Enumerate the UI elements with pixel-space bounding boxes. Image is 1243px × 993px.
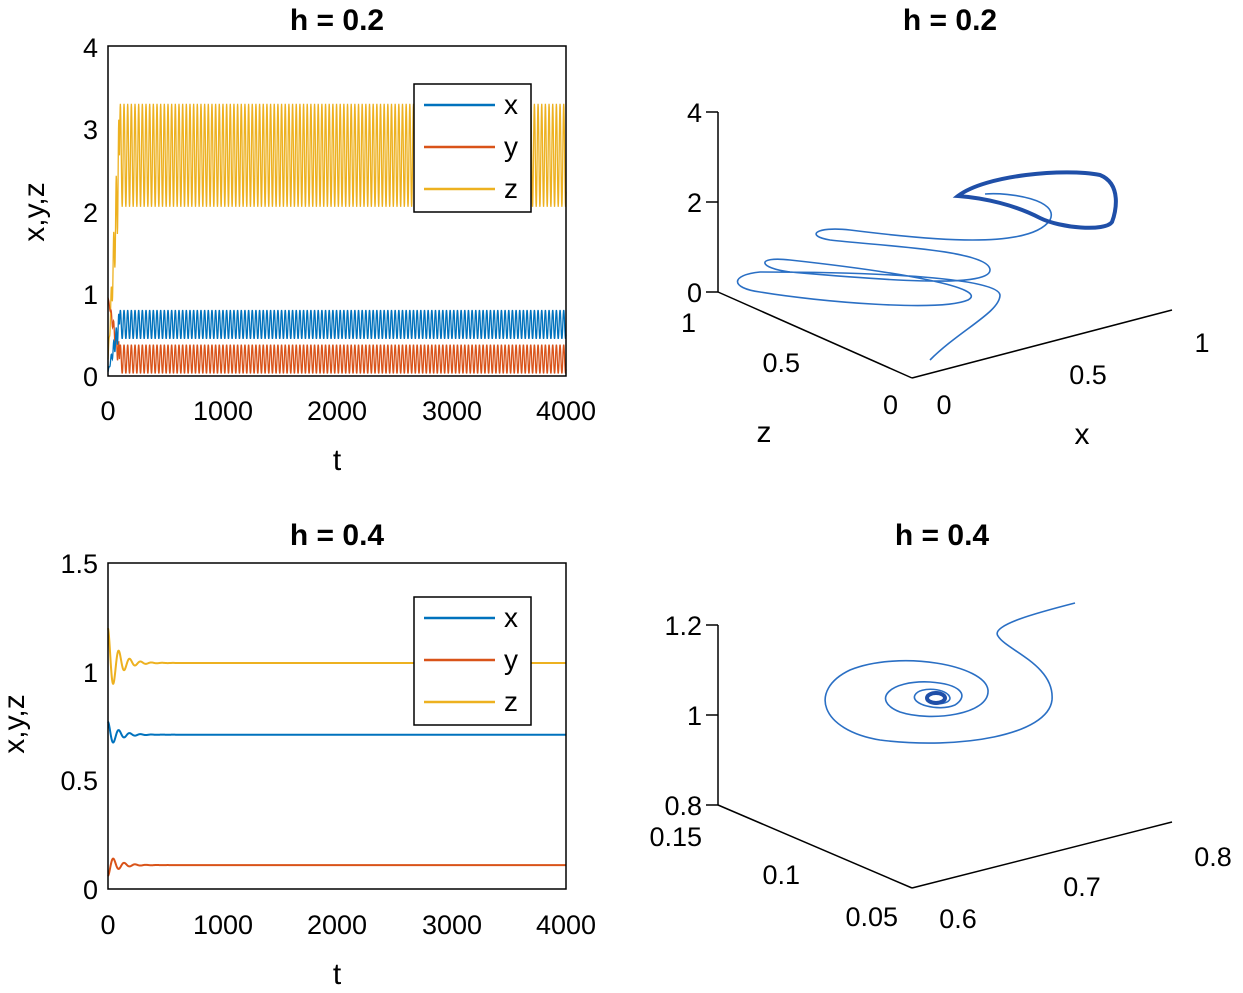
panel-3-ytick-0: 0 bbox=[83, 875, 98, 905]
panel-3-xtick-4: 4000 bbox=[536, 910, 596, 940]
panel-3-xtick-0: 0 bbox=[100, 910, 115, 940]
panel-3: h = 0.4 0 0.5 1 1.5 0 1000 2000 3000 400… bbox=[0, 519, 596, 991]
panel-3-xlabel: t bbox=[333, 958, 342, 991]
panel-4-ytick-1: 0.1 bbox=[762, 860, 800, 890]
panel-2-xaxis-label: x bbox=[1075, 418, 1090, 451]
panel-3-ylabel: x,y,z bbox=[0, 694, 31, 753]
panel-1-xlabel: t bbox=[333, 444, 342, 477]
panel-4-spiral-trajectory bbox=[824, 602, 1076, 744]
panel-4: h = 0.4 0.8 1 1.2 0.15 0.1 0.05 0.6 0.7 … bbox=[649, 519, 1231, 934]
panel-3-legend-label-x: x bbox=[504, 602, 518, 633]
panel-3-ytick-1: 0.5 bbox=[60, 766, 98, 796]
panel-2-zaxis-label: z bbox=[757, 416, 772, 449]
panel-1-xtick-0: 0 bbox=[100, 396, 115, 426]
panel-3-legend-label-z: z bbox=[504, 686, 518, 717]
panel-4-ytick-0: 0.05 bbox=[845, 902, 898, 932]
panel-3-axes-box bbox=[107, 562, 567, 890]
panel-4-x-axis bbox=[911, 821, 1173, 889]
panel-1: h = 0.2 0 1 2 3 4 0 1000 2000 3000 4000 … bbox=[18, 4, 596, 477]
panel-1-ytick-0: 0 bbox=[83, 362, 98, 392]
panel-2-ztick-2: 4 bbox=[687, 98, 702, 128]
panel-2-z-axis bbox=[717, 291, 913, 379]
panel-1-xtick-1: 1000 bbox=[193, 396, 253, 426]
panel-4-equilibrium-point bbox=[925, 691, 947, 705]
panel-1-ytick-4: 4 bbox=[83, 33, 98, 63]
panel-1-xtick-3: 3000 bbox=[422, 396, 482, 426]
panel-3-series-y bbox=[107, 857, 566, 877]
panel-1-legend-label-y: y bbox=[504, 131, 518, 162]
panel-2-limit-cycle bbox=[952, 170, 1118, 230]
panel-1-series-y bbox=[107, 297, 567, 374]
panel-4-xtick-2: 0.8 bbox=[1194, 842, 1232, 872]
panel-1-ytick-2: 2 bbox=[83, 198, 98, 228]
panel-1-ytick-1: 1 bbox=[83, 280, 98, 310]
panel-1-xtick-2: 2000 bbox=[307, 396, 367, 426]
panel-1-title: h = 0.2 bbox=[290, 4, 384, 37]
panel-2-ytick-1: 0.5 bbox=[762, 348, 800, 378]
panel-2-ytick-0: 0 bbox=[883, 390, 898, 420]
panel-3-ytick-2: 1 bbox=[83, 658, 98, 688]
panel-3-legend-label-y: y bbox=[504, 644, 518, 675]
panel-1-ylabel: x,y,z bbox=[18, 182, 51, 241]
panel-1-ytick-3: 3 bbox=[83, 115, 98, 145]
panel-1-series-x bbox=[107, 309, 567, 373]
panel-2-xtick-0: 0 bbox=[936, 390, 951, 420]
panel-3-legend: x y z bbox=[413, 596, 532, 726]
panel-1-legend: x y z bbox=[413, 83, 532, 213]
panel-2-ytick-2: 1 bbox=[681, 308, 696, 338]
panel-2-xtick-1: 0.5 bbox=[1069, 360, 1107, 390]
panel-3-ytick-3: 1.5 bbox=[60, 549, 98, 579]
panel-2: h = 0.2 0 2 4 1 0.5 0 0 0.5 1 z x bbox=[681, 4, 1210, 451]
panel-4-y-axis bbox=[717, 804, 913, 889]
panel-4-xtick-0: 0.6 bbox=[939, 904, 977, 934]
panel-4-ztick-2: 1.2 bbox=[664, 611, 702, 641]
panel-4-ztick-0: 0.8 bbox=[664, 791, 702, 821]
panel-3-title: h = 0.4 bbox=[290, 519, 385, 552]
panel-4-ytick-2: 0.15 bbox=[649, 822, 702, 852]
panel-2-title: h = 0.2 bbox=[903, 4, 997, 37]
panel-1-axes-box bbox=[107, 45, 567, 377]
panel-4-xtick-1: 0.7 bbox=[1063, 872, 1101, 902]
panel-4-ztick-1: 1 bbox=[687, 701, 702, 731]
panel-3-plot-area bbox=[107, 627, 566, 877]
panel-3-xtick-2: 2000 bbox=[307, 910, 367, 940]
panel-1-legend-label-x: x bbox=[504, 89, 518, 120]
panel-2-ztick-0: 0 bbox=[687, 278, 702, 308]
panel-2-ztick-1: 2 bbox=[687, 188, 702, 218]
panel-1-xtick-4: 4000 bbox=[536, 396, 596, 426]
panel-1-legend-label-z: z bbox=[504, 173, 518, 204]
panel-3-xtick-3: 3000 bbox=[422, 910, 482, 940]
panel-3-xtick-1: 1000 bbox=[193, 910, 253, 940]
panel-2-xtick-2: 1 bbox=[1194, 328, 1209, 358]
panel-2-x-axis bbox=[911, 309, 1173, 379]
panel-2-transient-trajectory bbox=[736, 192, 1053, 361]
panel-3-series-z bbox=[107, 627, 566, 685]
panel-4-title: h = 0.4 bbox=[895, 519, 990, 552]
panel-3-series-x bbox=[107, 721, 566, 744]
